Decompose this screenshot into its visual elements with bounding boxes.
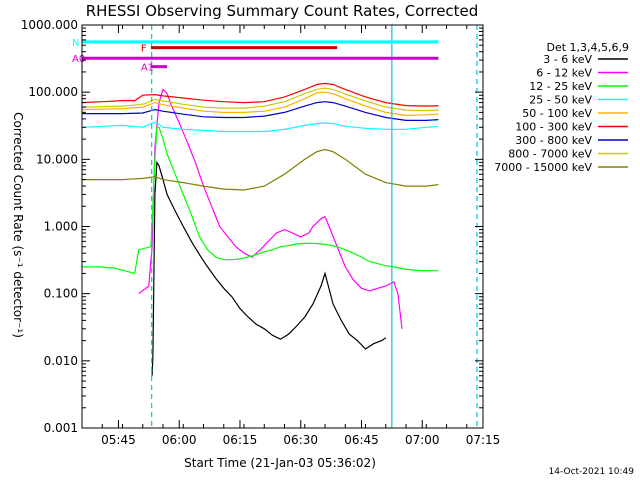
legend-entry-label: 7000 - 15000 keV — [494, 161, 592, 174]
flag-label: F — [141, 44, 147, 55]
y-tick-label: 10.000 — [36, 152, 78, 166]
legend-entry-label: 6 - 12 keV — [536, 67, 592, 80]
legend-entry-label: 12 - 25 keV — [529, 80, 592, 93]
flag-label: A0 — [72, 54, 85, 65]
series-line — [82, 101, 439, 121]
y-tick-label: 1.000 — [44, 220, 78, 234]
x-tick-label: 06:45 — [344, 433, 379, 447]
series-line — [82, 91, 439, 117]
series-line — [82, 82, 439, 107]
series-layer — [82, 82, 439, 376]
legend-entry-label: 50 - 100 keV — [522, 107, 592, 120]
timestamp: 14-Oct-2021 10:49 — [549, 467, 635, 477]
y-tick-label: 0.100 — [44, 287, 78, 301]
axes: 0.001 0.010 0.100 1.000 10.000 100.000 1000.00… — [21, 18, 501, 447]
y-tick-label: 0.010 — [44, 354, 78, 368]
x-tick-label: 05:45 — [101, 433, 136, 447]
x-tick-label: 07:15 — [466, 433, 501, 447]
flag-label: A1 — [141, 63, 154, 74]
legend-entry-label: 25 - 50 keV — [529, 94, 592, 107]
chart-title: RHESSI Observing Summary Count Rates, Co… — [86, 2, 479, 20]
x-tick-label: 07:00 — [405, 433, 440, 447]
y-tick-label: 1000.000 — [21, 18, 78, 32]
legend-title: Det 1,3,4,5,6,9 — [546, 41, 629, 54]
x-tick-label: 06:30 — [283, 433, 318, 447]
series-line — [82, 122, 439, 133]
x-axis-label: Start Time (21-Jan-03 05:36:02) — [184, 456, 376, 470]
legend-entry-label: 3 - 6 keV — [543, 53, 592, 66]
legend-entry-label: 800 - 7000 keV — [508, 148, 592, 161]
x-tick-label: 06:15 — [223, 433, 258, 447]
x-tick-label: 06:00 — [162, 433, 197, 447]
series-line — [151, 160, 387, 376]
legend-entry-label: 300 - 800 keV — [515, 134, 592, 147]
legend-entry-label: 100 - 300 keV — [515, 121, 592, 134]
observing-flags: N F A1 A0 — [72, 38, 439, 74]
series-line — [82, 87, 439, 112]
series-line — [82, 148, 439, 191]
y-tick-label: 0.001 — [44, 421, 78, 435]
series-line — [82, 126, 439, 275]
series-line — [138, 88, 403, 329]
y-axis-label: Corrected Count Rate (s⁻¹ detector⁻¹) — [11, 112, 25, 338]
plot-area: N F A1 A0 — [72, 24, 484, 429]
flag-label: N — [72, 38, 79, 49]
y-tick-label: 100.000 — [28, 85, 78, 99]
